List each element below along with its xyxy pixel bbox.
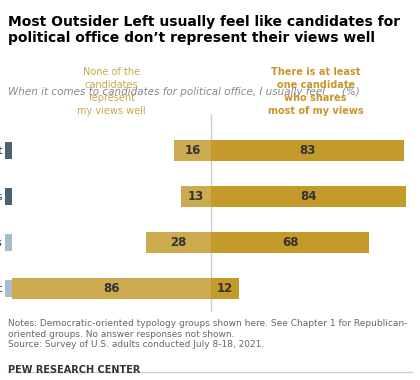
Text: 68: 68 bbox=[282, 236, 298, 249]
Bar bbox=[146, 232, 211, 253]
Text: 12: 12 bbox=[217, 282, 233, 295]
Text: Establishment Liberals: Establishment Liberals bbox=[0, 192, 3, 202]
Text: 86: 86 bbox=[103, 282, 120, 295]
Text: 83: 83 bbox=[299, 144, 316, 157]
Text: Democratic Mainstays: Democratic Mainstays bbox=[0, 238, 3, 248]
Bar bbox=[174, 141, 211, 161]
Text: 28: 28 bbox=[171, 236, 187, 249]
Text: When it comes to candidates for political office, I usually feel … (%): When it comes to candidates for politica… bbox=[8, 87, 360, 97]
Text: PEW RESEARCH CENTER: PEW RESEARCH CENTER bbox=[8, 365, 141, 375]
Text: None of the
candidates
represent
my views well: None of the candidates represent my view… bbox=[77, 67, 146, 116]
Text: Progressive Left: Progressive Left bbox=[0, 146, 3, 156]
Bar bbox=[5, 280, 12, 297]
Bar bbox=[211, 141, 404, 161]
Bar bbox=[5, 234, 12, 251]
Text: Most Outsider Left usually feel like candidates for
political office don’t repre: Most Outsider Left usually feel like can… bbox=[8, 15, 401, 45]
Text: 16: 16 bbox=[184, 144, 201, 157]
Bar bbox=[5, 188, 12, 205]
Text: Outsider Left: Outsider Left bbox=[0, 283, 3, 294]
Text: Notes: Democratic-oriented typology groups shown here. See Chapter 1 for Republi: Notes: Democratic-oriented typology grou… bbox=[8, 319, 408, 349]
Bar bbox=[211, 278, 239, 299]
Bar bbox=[5, 142, 12, 159]
Bar bbox=[12, 278, 211, 299]
Text: 84: 84 bbox=[300, 190, 317, 203]
Bar bbox=[181, 186, 211, 207]
Bar bbox=[211, 232, 369, 253]
Text: 13: 13 bbox=[188, 190, 204, 203]
Bar bbox=[211, 186, 406, 207]
Text: There is at least
one candidate
who shares
most of my views: There is at least one candidate who shar… bbox=[268, 67, 363, 116]
